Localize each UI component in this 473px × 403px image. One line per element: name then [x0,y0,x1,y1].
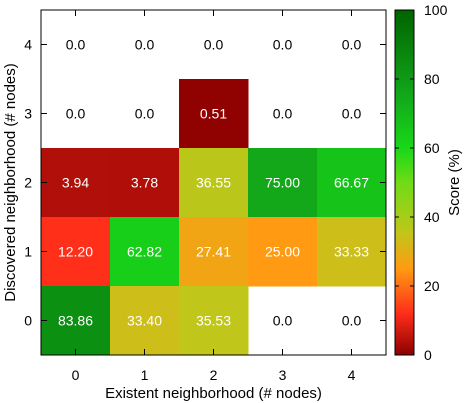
heatmap-cell-x4-y2 [317,148,387,218]
cell-label-x0-y0: 83.86 [58,313,93,329]
x-tick-label: 3 [279,367,287,383]
heatmap-cell-x1-y2 [110,148,180,218]
heatmap-cell-x0-y1 [41,217,111,287]
cell-label-x1-y1: 62.82 [127,244,162,260]
colorbar-label: Score (%) [446,149,463,216]
y-tick-label: 3 [24,106,32,122]
colorbar-tick-label: 0 [424,347,432,363]
x-tick-label: 2 [210,367,218,383]
heatmap-cell-x2-y0 [179,286,249,356]
cell-label-x4-y0: 0.0 [342,313,362,329]
cell-label-x0-y3: 0.0 [66,106,86,122]
cell-label-x1-y3: 0.0 [135,106,155,122]
y-tick-label: 1 [24,244,32,260]
heatmap-cell-x2-y2 [179,148,249,218]
x-axis-label: Existent neighborhood (# nodes) [105,385,322,402]
cell-label-x1-y2: 3.78 [131,175,158,191]
cell-label-x4-y1: 33.33 [334,244,369,260]
heatmap-cell-x0-y0 [41,286,111,356]
cell-label-x3-y0: 0.0 [273,313,293,329]
axis-ticks: 0 1 2 3 4 0 1 2 3 4 [24,10,386,383]
heatmap-cells [41,79,387,356]
y-axis-label: Discovered neighborhood (# nodes) [2,63,19,301]
cell-label-x0-y1: 12.20 [58,244,93,260]
heatmap-cell-x4-y1 [317,217,387,287]
cell-label-x2-y0: 35.53 [196,313,231,329]
heatmap-cell-x3-y1 [248,217,318,287]
cell-label-x2-y3: 0.51 [200,106,227,122]
y-tick-label: 4 [24,37,32,53]
heatmap-cell-x0-y2 [41,148,111,218]
colorbar-tick-label: 60 [424,140,440,156]
cell-label-x2-y4: 0.0 [204,37,224,53]
cell-label-x0-y4: 0.0 [66,37,86,53]
cell-value-labels: 0.0 0.0 0.0 0.0 0.0 0.0 0.0 0.51 0.0 0.0 3.94 3.78 3… [58,37,369,329]
colorbar-tick-label: 100 [424,2,448,18]
cell-label-x1-y0: 33.40 [127,313,162,329]
cell-label-x4-y4: 0.0 [342,37,362,53]
heatmap-cell-x1-y1 [110,217,180,287]
cell-label-x3-y1: 25.00 [265,244,300,260]
colorbar-tick-label: 40 [424,209,440,225]
colorbar-tick-label: 80 [424,71,440,87]
x-tick-label: 4 [348,367,356,383]
colorbar-gradient [394,9,415,356]
cell-label-x4-y3: 0.0 [342,106,362,122]
cell-label-x2-y2: 36.55 [196,175,231,191]
heatmap-cell-x1-y0 [110,286,180,356]
cell-label-x3-y3: 0.0 [273,106,293,122]
cell-label-x3-y2: 75.00 [265,175,300,191]
x-tick-label: 1 [141,367,149,383]
colorbar-tick-label: 20 [424,278,440,294]
heatmap-cell-x2-y3 [179,79,249,149]
cell-label-x4-y2: 66.67 [334,175,369,191]
heatmap-cell-x2-y1 [179,217,249,287]
cell-label-x0-y2: 3.94 [62,175,89,191]
x-tick-label: 0 [72,367,80,383]
cell-label-x1-y4: 0.0 [135,37,155,53]
colorbar: 0 20 40 60 80 100 [394,2,448,363]
cell-label-x2-y1: 27.41 [196,244,231,260]
y-tick-label: 2 [24,175,32,191]
y-tick-label: 0 [24,313,32,329]
heatmap-cell-x3-y2 [248,148,318,218]
cell-label-x3-y4: 0.0 [273,37,293,53]
